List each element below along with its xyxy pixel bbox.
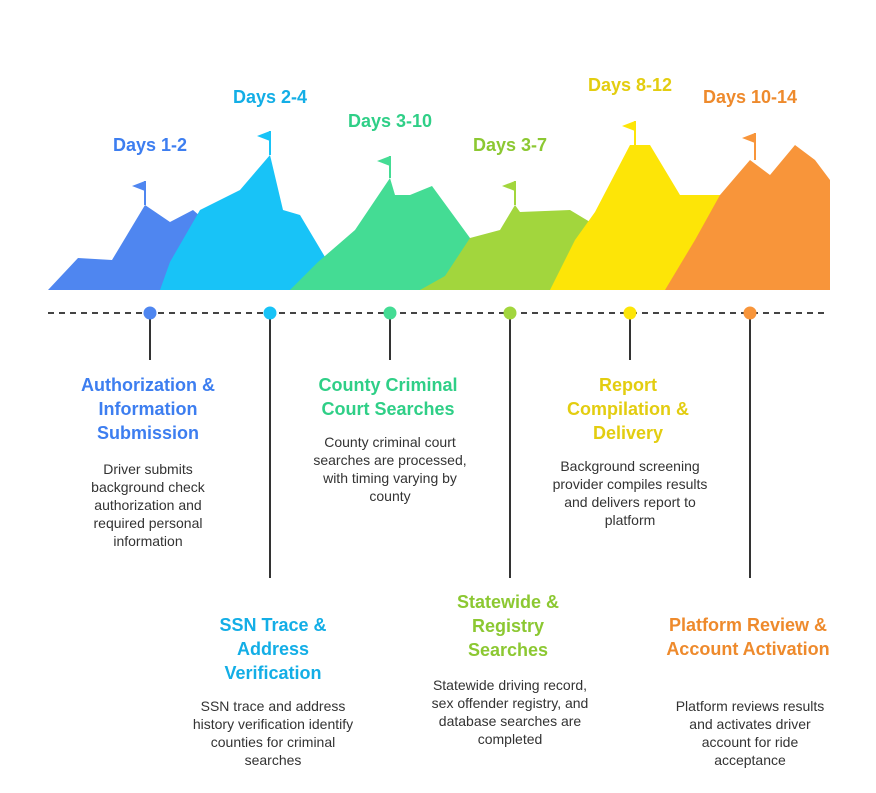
- mountain-5: [550, 145, 725, 290]
- step-title-2: SSN Trace & Address Verification: [219, 615, 327, 683]
- mountain-3: [290, 178, 475, 290]
- step-title-5: Report Compilation & Delivery: [567, 375, 689, 443]
- mountain-6: [665, 145, 830, 290]
- timeline-dot-1: [143, 306, 157, 320]
- step-title-4: Statewide & Registry Searches: [456, 592, 560, 660]
- days-label-3: Days 3-10: [347, 111, 433, 131]
- days-label-5: Days 8-12: [587, 75, 673, 95]
- timeline-dot-3: [383, 306, 397, 320]
- timeline-dot-2: [263, 306, 277, 320]
- step-title-1: Authorization & Information Submission: [81, 375, 215, 443]
- days-label-6: Days 10-14: [702, 87, 798, 107]
- flag-3: [377, 156, 391, 178]
- flag-6: [742, 133, 756, 160]
- timeline-dot-5: [623, 306, 637, 320]
- flag-1: [132, 181, 146, 205]
- step-title-3: County Criminal Court Searches: [318, 375, 458, 419]
- flag-5: [622, 121, 636, 145]
- days-label-4: Days 3-7: [472, 135, 548, 155]
- days-label-2: Days 2-4: [232, 87, 308, 107]
- step-description-4: Statewide driving record, sex offender r…: [431, 677, 589, 747]
- flag-2: [257, 131, 271, 155]
- flag-4: [502, 181, 516, 205]
- step-description-1: Driver submits background check authoriz…: [91, 461, 205, 549]
- step-description-5: Background screening provider compiles r…: [552, 458, 708, 528]
- step-description-6: Platform reviews results and activates d…: [675, 698, 825, 768]
- mountain-4: [420, 205, 595, 290]
- days-label-1: Days 1-2: [112, 135, 188, 155]
- timeline-dot-4: [503, 306, 517, 320]
- mountain-2: [160, 155, 330, 290]
- step-description-2: SSN trace and address history verificati…: [192, 698, 354, 768]
- step-title-6: Platform Review & Account Activation: [666, 615, 830, 659]
- step-description-3: County criminal court searches are proce…: [313, 434, 467, 504]
- timeline-dot-6: [743, 306, 757, 320]
